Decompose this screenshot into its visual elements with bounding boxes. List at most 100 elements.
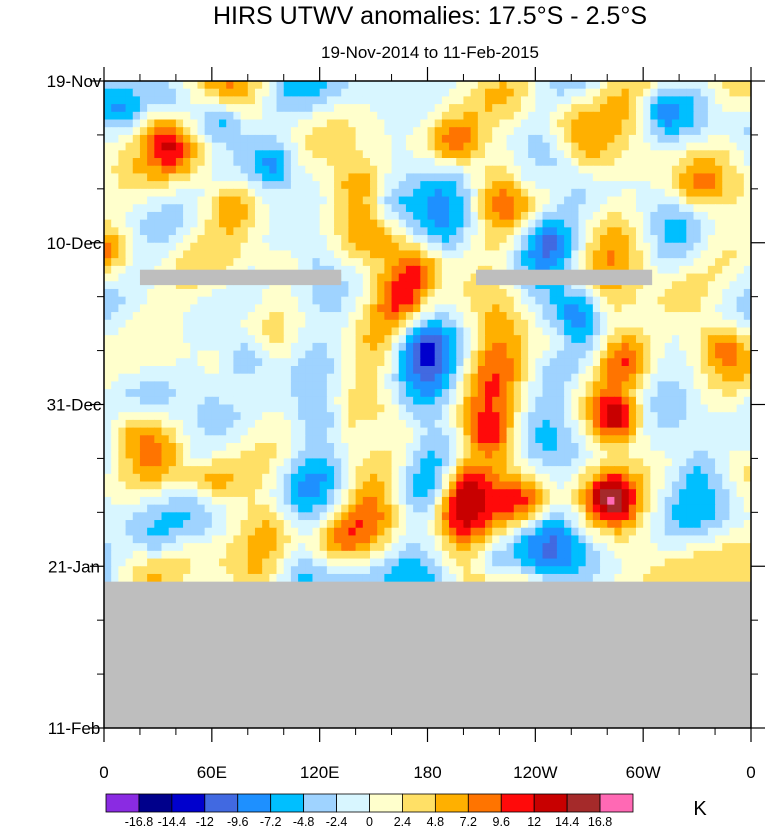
field-cell	[650, 312, 659, 321]
field-cell	[334, 219, 342, 228]
field-cell	[556, 181, 565, 190]
field-cell	[485, 296, 493, 305]
field-cell	[671, 211, 680, 221]
field-cell	[722, 365, 731, 375]
field-cell	[290, 496, 299, 506]
field-cell	[384, 496, 393, 506]
field-cell	[679, 481, 687, 490]
field-cell	[147, 358, 155, 367]
field-cell	[369, 489, 378, 498]
field-cell	[657, 458, 666, 467]
field-cell	[513, 458, 522, 467]
field-cell	[520, 181, 529, 190]
field-cell	[463, 111, 472, 121]
field-cell	[643, 204, 651, 213]
field-cell	[700, 235, 709, 244]
field-cell	[477, 188, 486, 198]
field-cell	[506, 150, 515, 159]
field-cell	[715, 373, 723, 382]
field-cell	[650, 381, 659, 390]
field-cell	[413, 481, 421, 490]
field-cell	[305, 81, 314, 90]
field-cell	[319, 188, 328, 198]
field-cell	[211, 473, 220, 483]
field-cell	[535, 134, 544, 144]
field-cell	[413, 473, 421, 483]
field-cell	[132, 158, 141, 167]
field-cell	[715, 211, 723, 221]
field-cell	[463, 389, 472, 398]
field-cell	[161, 335, 170, 344]
field-cell	[118, 466, 127, 475]
field-cell	[528, 196, 536, 205]
field-cell	[384, 227, 393, 236]
field-cell	[556, 381, 565, 390]
field-cell	[168, 96, 177, 105]
field-cell	[283, 396, 292, 406]
field-cell	[492, 181, 500, 190]
field-cell	[247, 435, 256, 444]
field-cell	[441, 81, 450, 90]
field-cell	[197, 296, 206, 305]
field-cell	[513, 188, 522, 198]
field-cell	[262, 427, 270, 436]
field-cell	[707, 265, 716, 275]
plot-area	[103, 80, 752, 729]
field-cell	[391, 458, 400, 467]
field-cell	[377, 419, 385, 429]
field-cell	[463, 358, 472, 367]
field-cell	[132, 496, 141, 506]
field-cell	[485, 111, 493, 121]
field-cell	[233, 181, 242, 190]
field-cell	[276, 150, 285, 159]
field-cell	[700, 404, 709, 413]
field-cell	[132, 389, 141, 398]
field-cell	[132, 466, 141, 475]
field-cell	[477, 312, 486, 321]
field-cell	[341, 158, 350, 167]
field-cell	[628, 165, 637, 175]
field-cell	[240, 312, 249, 321]
field-cell	[485, 473, 493, 483]
field-cell	[477, 227, 486, 236]
field-cell	[578, 158, 587, 167]
field-cell	[262, 304, 270, 313]
field-cell	[398, 150, 407, 159]
field-cell	[132, 258, 141, 267]
field-cell	[319, 127, 328, 136]
field-cell	[722, 119, 731, 128]
field-cell	[240, 427, 249, 436]
field-cell	[664, 419, 673, 429]
field-cell	[556, 458, 565, 467]
field-cell	[628, 204, 637, 213]
field-cell	[700, 450, 709, 460]
field-cell	[168, 88, 177, 97]
field-cell	[736, 473, 745, 483]
field-cell	[226, 312, 234, 321]
field-cell	[499, 111, 508, 121]
field-cell	[413, 96, 421, 105]
field-cell	[226, 258, 234, 267]
field-cell	[398, 119, 407, 128]
field-cell	[715, 258, 723, 267]
field-cell	[276, 473, 285, 483]
field-cell	[147, 435, 155, 444]
field-cell	[190, 496, 199, 506]
field-cell	[204, 350, 213, 359]
field-cell	[650, 443, 659, 452]
field-cell	[715, 196, 723, 205]
field-cell	[305, 312, 314, 321]
field-cell	[650, 173, 659, 182]
field-cell	[729, 304, 738, 313]
field-cell	[506, 227, 515, 236]
field-cell	[679, 88, 687, 97]
field-cell	[298, 235, 306, 244]
field-cell	[132, 419, 141, 429]
field-cell	[441, 219, 450, 228]
field-cell	[628, 211, 637, 221]
field-cell	[355, 419, 364, 429]
field-cell	[621, 104, 630, 113]
field-cell	[449, 134, 457, 144]
field-cell	[707, 373, 716, 382]
field-cell	[276, 204, 285, 213]
